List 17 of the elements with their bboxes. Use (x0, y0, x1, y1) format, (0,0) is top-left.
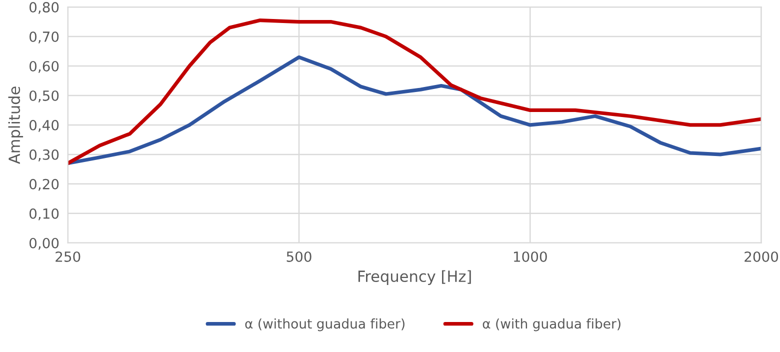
legend-label: α (without guadua fiber) (245, 318, 404, 332)
y-tick-label: 0,40 (30, 120, 59, 132)
y-tick-label: 0,20 (30, 178, 59, 191)
y-tick-label: 0,30 (30, 149, 59, 162)
x-tick-label: 500 (286, 251, 312, 262)
y-tick-label: 0,50 (30, 90, 59, 102)
y-tick-label: 0,00 (30, 238, 59, 250)
y-tick-label: 0,10 (30, 208, 59, 220)
x-tick-label: 250 (56, 251, 80, 262)
x-tick-label: 2000 (744, 251, 778, 262)
y-tick-label: 0,80 (30, 2, 59, 14)
y-axis-title: Amplitude (8, 86, 24, 164)
y-tick-label: 0,70 (30, 31, 59, 44)
x-axis-title: Frequency [Hz] (358, 270, 471, 285)
x-tick-label: 1000 (514, 251, 547, 262)
y-tick-label: 0,60 (30, 60, 59, 73)
legend-label: α (with guadua fiber) (482, 318, 620, 332)
